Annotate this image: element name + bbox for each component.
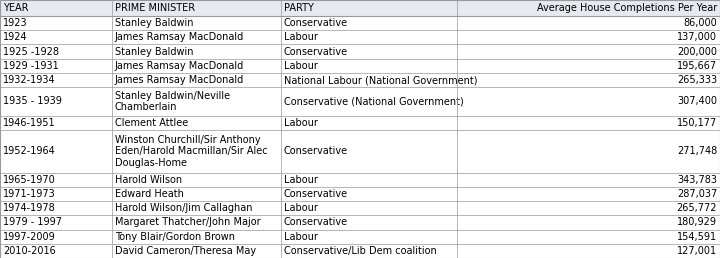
Text: 127,001: 127,001 (677, 246, 717, 256)
Text: Stanley Baldwin: Stanley Baldwin (114, 47, 193, 57)
Text: Conservative: Conservative (284, 18, 348, 28)
Text: 1946-1951: 1946-1951 (3, 118, 55, 128)
Bar (0, 0, 720, 16)
Text: Conservative (National Government): Conservative (National Government) (284, 96, 464, 106)
Text: 1974-1978: 1974-1978 (3, 203, 55, 213)
Text: 265,772: 265,772 (677, 203, 717, 213)
Text: 307,400: 307,400 (677, 96, 717, 106)
Text: Conservative: Conservative (284, 217, 348, 227)
Text: PRIME MINISTER: PRIME MINISTER (114, 3, 194, 13)
Text: 200,000: 200,000 (677, 47, 717, 57)
Text: James Ramsay MacDonald: James Ramsay MacDonald (114, 32, 244, 42)
Text: Conservative: Conservative (284, 189, 348, 199)
Text: 2010-2016: 2010-2016 (3, 246, 55, 256)
Text: Labour: Labour (284, 232, 318, 242)
Text: David Cameron/Theresa May: David Cameron/Theresa May (114, 246, 256, 256)
Text: Clement Attlee: Clement Attlee (114, 118, 188, 128)
Text: 1997-2009: 1997-2009 (3, 232, 55, 242)
Text: Conservative/Lib Dem coalition: Conservative/Lib Dem coalition (284, 246, 436, 256)
Text: Harold Wilson: Harold Wilson (114, 175, 181, 185)
Text: 1935 - 1939: 1935 - 1939 (3, 96, 62, 106)
Text: Labour: Labour (284, 61, 318, 71)
Text: James Ramsay MacDonald: James Ramsay MacDonald (114, 75, 244, 85)
Text: Stanley Baldwin/Neville
Chamberlain: Stanley Baldwin/Neville Chamberlain (114, 91, 230, 112)
Text: 1929 -1931: 1929 -1931 (3, 61, 59, 71)
Text: 1965-1970: 1965-1970 (3, 175, 55, 185)
Text: James Ramsay MacDonald: James Ramsay MacDonald (114, 61, 244, 71)
Text: 1932-1934: 1932-1934 (3, 75, 55, 85)
Text: 1925 -1928: 1925 -1928 (3, 47, 59, 57)
Text: 154,591: 154,591 (677, 232, 717, 242)
Text: National Labour (National Government): National Labour (National Government) (284, 75, 477, 85)
Text: PARTY: PARTY (284, 3, 314, 13)
Text: 137,000: 137,000 (677, 32, 717, 42)
Text: Labour: Labour (284, 32, 318, 42)
Text: 1979 - 1997: 1979 - 1997 (3, 217, 62, 227)
Text: 271,748: 271,748 (677, 146, 717, 156)
Text: Labour: Labour (284, 203, 318, 213)
Text: 195,667: 195,667 (677, 61, 717, 71)
Text: Conservative: Conservative (284, 146, 348, 156)
Text: Stanley Baldwin: Stanley Baldwin (114, 18, 193, 28)
Text: 265,333: 265,333 (677, 75, 717, 85)
Text: 86,000: 86,000 (683, 18, 717, 28)
Text: Harold Wilson/Jim Callaghan: Harold Wilson/Jim Callaghan (114, 203, 252, 213)
Text: YEAR: YEAR (3, 3, 29, 13)
Text: Margaret Thatcher/John Major: Margaret Thatcher/John Major (114, 217, 260, 227)
Text: 150,177: 150,177 (677, 118, 717, 128)
Text: Tony Blair/Gordon Brown: Tony Blair/Gordon Brown (114, 232, 235, 242)
Text: Labour: Labour (284, 175, 318, 185)
Text: Average House Completions Per Year: Average House Completions Per Year (536, 3, 717, 13)
Text: Labour: Labour (284, 118, 318, 128)
Text: 1924: 1924 (3, 32, 27, 42)
Text: Conservative: Conservative (284, 47, 348, 57)
Text: 180,929: 180,929 (677, 217, 717, 227)
Text: Edward Heath: Edward Heath (114, 189, 184, 199)
Text: 287,037: 287,037 (677, 189, 717, 199)
Text: 1923: 1923 (3, 18, 27, 28)
Text: 1971-1973: 1971-1973 (3, 189, 55, 199)
Text: 343,783: 343,783 (677, 175, 717, 185)
Text: Winston Churchill/Sir Anthony
Eden/Harold Macmillan/Sir Alec
Douglas-Home: Winston Churchill/Sir Anthony Eden/Harol… (114, 135, 267, 168)
Text: 1952-1964: 1952-1964 (3, 146, 55, 156)
